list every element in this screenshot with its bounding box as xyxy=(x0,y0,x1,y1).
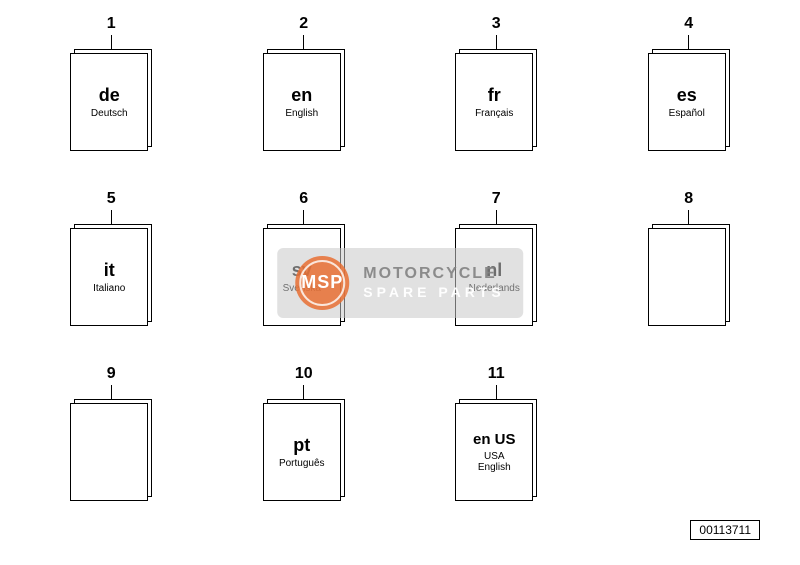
manual-cell-5: 5 it Italiano xyxy=(40,190,183,335)
language-name: Deutsch xyxy=(91,108,128,119)
cell-number: 5 xyxy=(107,190,116,208)
cell-number: 7 xyxy=(492,190,501,208)
connector-line xyxy=(303,35,304,49)
language-code: it xyxy=(104,261,115,279)
connector-line xyxy=(111,35,112,49)
manual-cell-7: 7 nl Nederlands xyxy=(425,190,568,335)
cell-number: 3 xyxy=(492,15,501,33)
manual-book-icon: es Español xyxy=(648,49,730,151)
manual-book-icon xyxy=(70,399,152,501)
manual-cell-10: 10 pt Português xyxy=(233,365,376,510)
connector-line xyxy=(688,210,689,224)
language-code: en xyxy=(291,86,312,104)
language-name: Français xyxy=(475,108,513,119)
part-number-box: 00113711 xyxy=(690,520,760,540)
manual-cell-2: 2 en English xyxy=(233,15,376,160)
manual-cell-8: 8 xyxy=(618,190,761,335)
cell-number: 10 xyxy=(295,365,313,383)
language-code: sv xyxy=(292,261,312,279)
connector-line xyxy=(111,385,112,399)
manual-cell-11: 11 en US USAEnglish xyxy=(425,365,568,510)
language-code: en US xyxy=(473,432,516,447)
cell-number: 8 xyxy=(684,190,693,208)
manual-cell-4: 4 es Español xyxy=(618,15,761,160)
cell-number: 2 xyxy=(299,15,308,33)
language-name: Italiano xyxy=(93,283,125,294)
language-name: Español xyxy=(669,108,705,119)
manual-book-icon: nl Nederlands xyxy=(455,224,537,326)
manual-book-icon: en English xyxy=(263,49,345,151)
cell-number: 1 xyxy=(107,15,116,33)
cell-number: 9 xyxy=(107,365,116,383)
manual-cell-6: 6 sv Svenska xyxy=(233,190,376,335)
language-name: Nederlands xyxy=(469,283,520,294)
manual-book-icon: fr Français xyxy=(455,49,537,151)
language-code: pt xyxy=(293,436,310,454)
connector-line xyxy=(303,385,304,399)
manual-book-icon xyxy=(648,224,730,326)
language-name: USAEnglish xyxy=(478,451,511,473)
connector-line xyxy=(496,35,497,49)
connector-line xyxy=(496,385,497,399)
connector-line xyxy=(111,210,112,224)
manual-cell-3: 3 fr Français xyxy=(425,15,568,160)
language-code: fr xyxy=(488,86,501,104)
language-code: es xyxy=(677,86,697,104)
connector-line xyxy=(688,35,689,49)
manual-book-icon: it Italiano xyxy=(70,224,152,326)
connector-line xyxy=(303,210,304,224)
language-code: nl xyxy=(486,261,502,279)
manual-book-icon: sv Svenska xyxy=(263,224,345,326)
cell-number: 4 xyxy=(684,15,693,33)
cell-number: 11 xyxy=(488,365,505,383)
connector-line xyxy=(496,210,497,224)
language-code: de xyxy=(99,86,120,104)
language-name: Português xyxy=(279,458,325,469)
manual-book-icon: en US USAEnglish xyxy=(455,399,537,501)
manual-book-icon: de Deutsch xyxy=(70,49,152,151)
manual-cell-9: 9 xyxy=(40,365,183,510)
manual-book-icon: pt Português xyxy=(263,399,345,501)
language-name: English xyxy=(285,108,318,119)
diagram-grid: 1 de Deutsch 2 en English 3 fr Français 4 es Españo… xyxy=(40,15,760,510)
language-name: Svenska xyxy=(283,283,321,294)
manual-cell-1: 1 de Deutsch xyxy=(40,15,183,160)
cell-number: 6 xyxy=(299,190,308,208)
